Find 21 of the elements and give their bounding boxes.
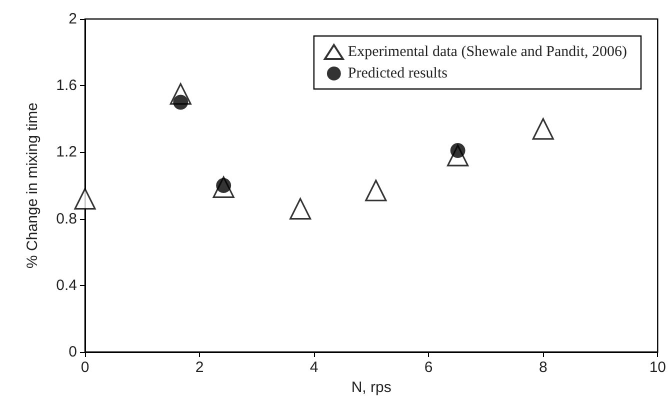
y-tick-label: 2	[68, 10, 77, 28]
y-tick-label: 1.6	[56, 77, 77, 94]
legend-label: Predicted results	[348, 66, 448, 82]
x-tick-label: 0	[80, 359, 90, 376]
legend-label: Experimental data (Shewale and Pandit, 2006)	[348, 44, 628, 60]
x-tick-label: 8	[538, 359, 548, 376]
x-axis-title: N, rps	[351, 379, 392, 396]
y-axis-title: % Change in mixing time	[24, 102, 41, 268]
point	[173, 94, 188, 110]
y-tick-label: 1.2	[56, 144, 77, 161]
point	[290, 198, 312, 220]
point	[532, 118, 554, 140]
x-tick-label: 10	[649, 359, 666, 376]
x-tick-label: 6	[424, 359, 433, 376]
x-tick-label: 4	[310, 359, 318, 376]
point	[365, 180, 387, 202]
y-tick-label: 0	[68, 344, 77, 360]
x-tick-label: 2	[195, 359, 204, 376]
y-tick-label: 0.4	[56, 276, 77, 294]
point	[74, 188, 96, 210]
y-tick-label: 0.8	[56, 210, 77, 228]
